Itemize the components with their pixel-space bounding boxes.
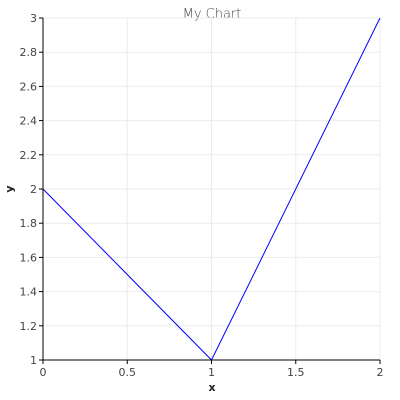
grid	[43, 17, 381, 360]
x-axis-label: x	[208, 381, 215, 394]
y-tick-label: 1.2	[20, 320, 38, 333]
x-tick-label: 1	[208, 366, 215, 379]
x-axis-ticks: 0 0.5 1 1.5 2	[40, 360, 384, 379]
y-tick-label: 2.6	[20, 80, 38, 93]
y-tick-label: 1.4	[20, 286, 38, 299]
x-tick-label: 0	[40, 366, 47, 379]
y-axis-ticks: 1 1.2 1.4 1.6 1.8 2 2.2 2.4 2.6 2.8 3	[20, 12, 43, 367]
y-tick-label: 1.8	[20, 217, 38, 230]
y-tick-label: 2.4	[20, 115, 38, 128]
x-tick-label: 2	[377, 366, 384, 379]
y-tick-label: 1.6	[20, 251, 38, 264]
y-axis-label: y	[3, 185, 16, 192]
y-tick-label: 2.2	[20, 149, 38, 162]
y-tick-label: 3	[30, 12, 37, 25]
x-tick-label: 0.5	[119, 366, 137, 379]
y-tick-label: 2.8	[20, 46, 38, 59]
x-tick-label: 1.5	[287, 366, 305, 379]
y-tick-label: 1	[30, 354, 37, 367]
y-tick-label: 2	[30, 183, 37, 196]
